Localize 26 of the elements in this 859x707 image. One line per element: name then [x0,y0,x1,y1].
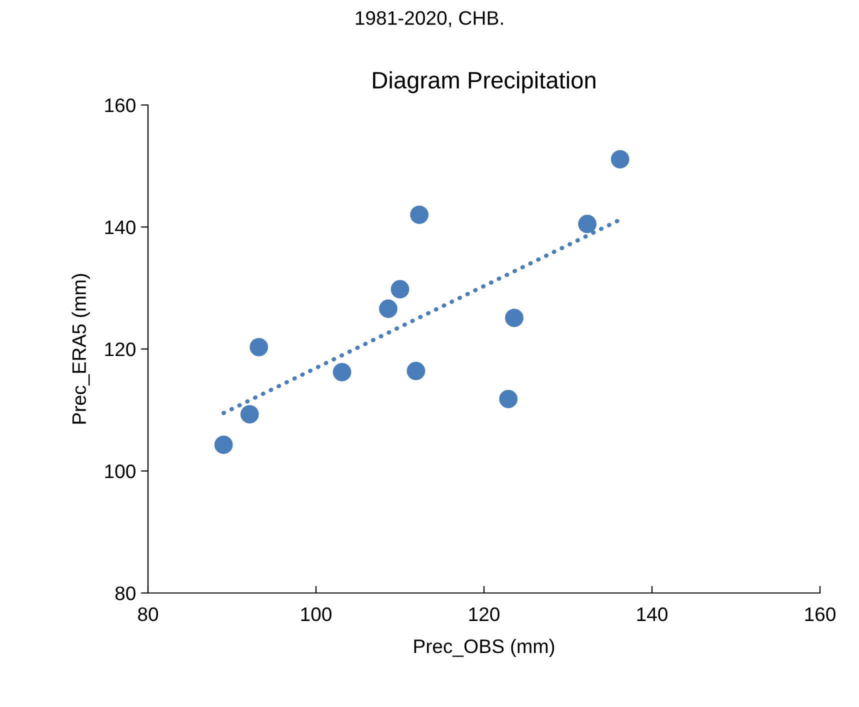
point [240,405,259,424]
point [578,214,597,234]
y-tick-label: 140 [105,220,136,234]
chart-title: Diagram Precipitation [373,71,596,94]
point [250,338,268,356]
y-tick-label: 100 [105,464,136,478]
x-tick-label: 160 [805,607,836,622]
point [410,206,429,224]
point [406,362,426,380]
x-tick-label: 80 [138,607,158,622]
x-tick-label: 140 [637,607,668,622]
point [610,150,630,168]
point [214,436,233,454]
x-tick-label: 120 [469,607,500,622]
point [499,390,518,408]
point [390,280,410,298]
y-tick-label: 120 [105,342,136,356]
point [379,300,398,318]
y-tick-label: 80 [115,586,136,600]
point [332,362,352,382]
y-axis-title: Prec_ERA5 (mm) [72,274,90,424]
text: 1981-2020, CHB. [356,11,503,28]
x-tick-label: 100 [301,607,332,622]
x-axis-title: Prec_OBS (mm) [414,638,554,658]
y-tick-label: 160 [105,98,136,112]
point [505,308,524,328]
